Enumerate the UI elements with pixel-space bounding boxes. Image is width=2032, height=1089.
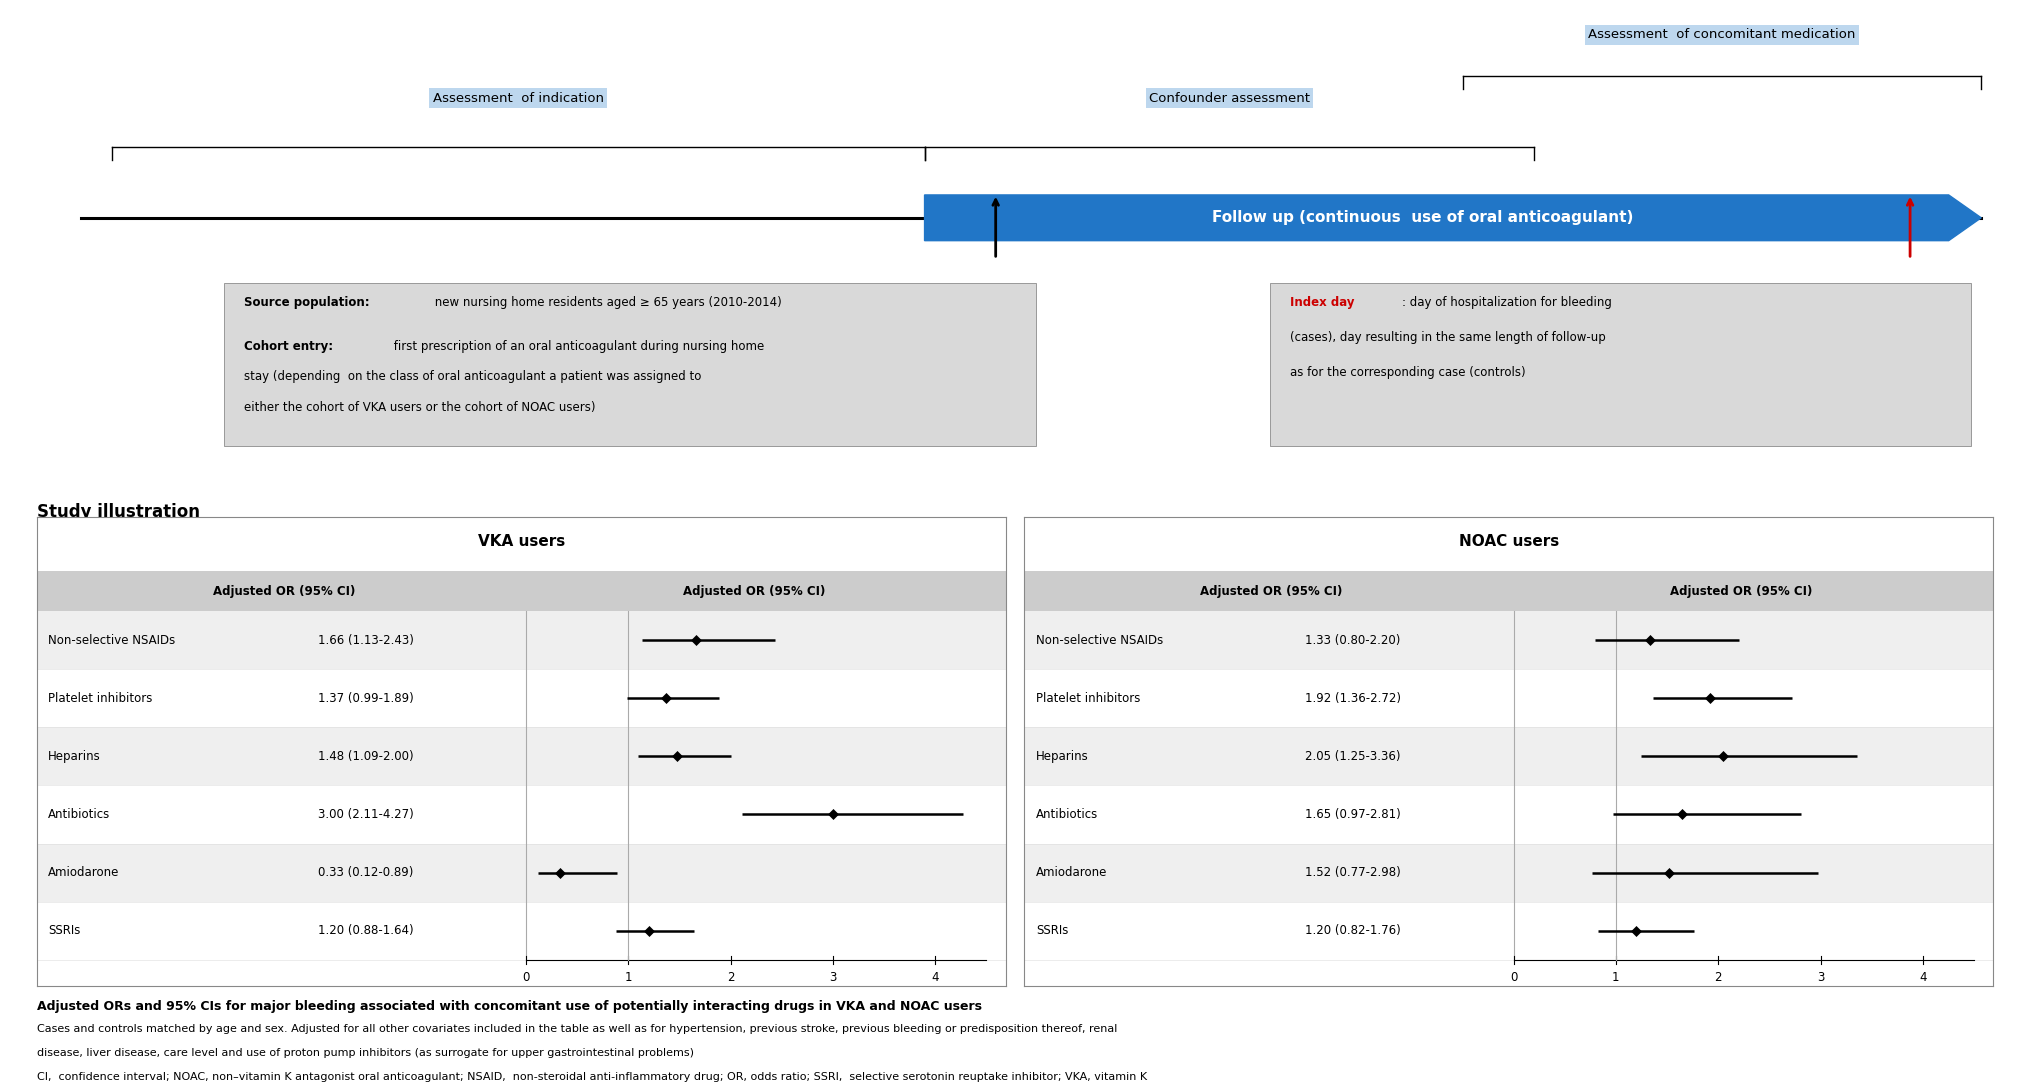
Text: Antibiotics: Antibiotics — [1036, 808, 1097, 821]
Text: 0: 0 — [1510, 971, 1518, 984]
Text: disease, liver disease, care level and use of proton pump inhibitors (as surroga: disease, liver disease, care level and u… — [37, 1048, 693, 1057]
Text: SSRIs: SSRIs — [49, 925, 81, 938]
Text: 0: 0 — [522, 971, 530, 984]
Text: 1.20 (0.82-1.76): 1.20 (0.82-1.76) — [1305, 925, 1400, 938]
Text: Assessment  of indication: Assessment of indication — [433, 91, 604, 105]
Bar — [1024, 844, 1993, 902]
Text: as for the corresponding case (controls): as for the corresponding case (controls) — [1290, 366, 1526, 379]
Text: SSRIs: SSRIs — [1036, 925, 1069, 938]
Text: Heparins: Heparins — [1036, 750, 1089, 762]
FancyBboxPatch shape — [224, 283, 1036, 446]
Text: 3.00 (2.11-4.27): 3.00 (2.11-4.27) — [317, 808, 412, 821]
Text: Follow up (continuous  use of oral anticoagulant): Follow up (continuous use of oral antico… — [1211, 210, 1634, 225]
Text: Source population:: Source population: — [244, 296, 370, 309]
Text: Adjusted ORs and 95% CIs for major bleeding associated with concomitant use of p: Adjusted ORs and 95% CIs for major bleed… — [37, 1000, 981, 1013]
Text: 1.92 (1.36-2.72): 1.92 (1.36-2.72) — [1305, 692, 1402, 705]
Bar — [37, 611, 1006, 669]
Text: 1: 1 — [624, 971, 632, 984]
Text: Adjusted OR (95% CI): Adjusted OR (95% CI) — [683, 585, 825, 598]
Bar — [1024, 727, 1993, 785]
Text: Amiodarone: Amiodarone — [49, 866, 120, 879]
Bar — [1024, 611, 1993, 669]
Text: 4: 4 — [931, 971, 939, 984]
Text: 1.33 (0.80-2.20): 1.33 (0.80-2.20) — [1305, 634, 1400, 647]
Text: 4: 4 — [1918, 971, 1926, 984]
Text: (cases), day resulting in the same length of follow-up: (cases), day resulting in the same lengt… — [1290, 331, 1605, 344]
Text: Heparins: Heparins — [49, 750, 102, 762]
Text: 2: 2 — [1715, 971, 1721, 984]
Text: NOAC users: NOAC users — [1459, 534, 1559, 549]
Text: 2.05 (1.25-3.36): 2.05 (1.25-3.36) — [1305, 750, 1400, 762]
Text: 3: 3 — [1817, 971, 1825, 984]
Text: Antibiotics: Antibiotics — [49, 808, 110, 821]
Text: 1.66 (1.13-2.43): 1.66 (1.13-2.43) — [317, 634, 415, 647]
Text: Confounder assessment: Confounder assessment — [1148, 91, 1311, 105]
Text: Assessment  of concomitant medication: Assessment of concomitant medication — [1589, 28, 1855, 41]
Text: Non-selective NSAIDs: Non-selective NSAIDs — [1036, 634, 1162, 647]
Text: Non-selective NSAIDs: Non-selective NSAIDs — [49, 634, 175, 647]
Text: stay (depending  on the class of oral anticoagulant a patient was assigned to: stay (depending on the class of oral ant… — [244, 370, 701, 383]
Text: Index day: Index day — [1290, 296, 1355, 309]
Text: Adjusted OR (95% CI): Adjusted OR (95% CI) — [1201, 585, 1343, 598]
FancyArrow shape — [925, 195, 1981, 241]
FancyBboxPatch shape — [1270, 283, 1971, 446]
Bar — [37, 844, 1006, 902]
Text: 1.52 (0.77-2.98): 1.52 (0.77-2.98) — [1305, 866, 1400, 879]
Text: Study illustration: Study illustration — [37, 503, 199, 522]
Bar — [1024, 571, 1993, 611]
Text: 2: 2 — [727, 971, 734, 984]
Text: Cohort entry:: Cohort entry: — [244, 340, 333, 353]
Text: 0.33 (0.12-0.89): 0.33 (0.12-0.89) — [317, 866, 412, 879]
Text: 1: 1 — [1611, 971, 1620, 984]
Text: Cases and controls matched by age and sex. Adjusted for all other covariates inc: Cases and controls matched by age and se… — [37, 1024, 1118, 1033]
Text: 1.20 (0.88-1.64): 1.20 (0.88-1.64) — [317, 925, 412, 938]
Text: VKA users: VKA users — [478, 534, 565, 549]
Text: new nursing home residents aged ≥ 65 years (2010-2014): new nursing home residents aged ≥ 65 yea… — [431, 296, 782, 309]
Text: 1.37 (0.99-1.89): 1.37 (0.99-1.89) — [317, 692, 412, 705]
Text: 3: 3 — [829, 971, 837, 984]
Bar — [37, 571, 1006, 611]
Text: : day of hospitalization for bleeding: : day of hospitalization for bleeding — [1402, 296, 1611, 309]
Text: Platelet inhibitors: Platelet inhibitors — [49, 692, 152, 705]
Text: 1.48 (1.09-2.00): 1.48 (1.09-2.00) — [317, 750, 412, 762]
Text: either the cohort of VKA users or the cohort of NOAC users): either the cohort of VKA users or the co… — [244, 401, 595, 414]
Text: first prescription of an oral anticoagulant during nursing home: first prescription of an oral anticoagul… — [390, 340, 764, 353]
Text: Adjusted OR (95% CI): Adjusted OR (95% CI) — [1670, 585, 1813, 598]
Text: Adjusted OR (95% CI): Adjusted OR (95% CI) — [213, 585, 356, 598]
Text: Amiodarone: Amiodarone — [1036, 866, 1107, 879]
Text: Platelet inhibitors: Platelet inhibitors — [1036, 692, 1140, 705]
Bar — [37, 727, 1006, 785]
Text: CI,  confidence interval; NOAC, non–vitamin K antagonist oral anticoagulant; NSA: CI, confidence interval; NOAC, non–vitam… — [37, 1072, 1146, 1081]
Text: 1.65 (0.97-2.81): 1.65 (0.97-2.81) — [1305, 808, 1400, 821]
